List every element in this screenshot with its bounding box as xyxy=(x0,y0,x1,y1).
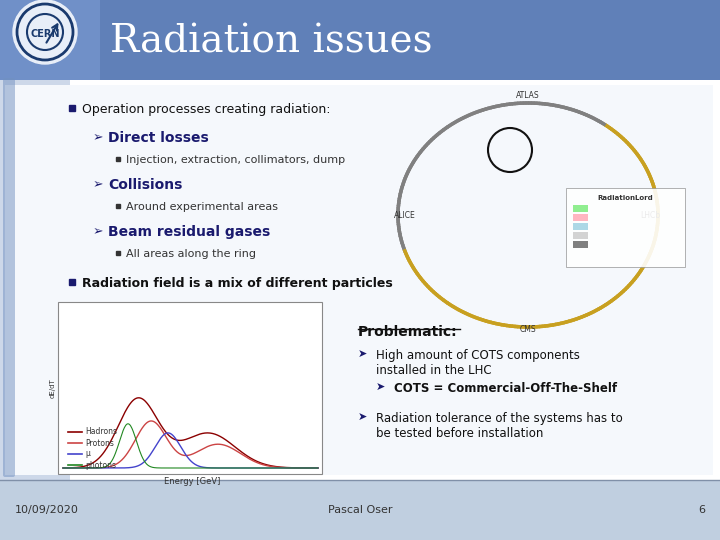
FancyBboxPatch shape xyxy=(0,480,720,540)
Text: Radiation field is a mix of different particles: Radiation field is a mix of different pa… xyxy=(82,278,392,291)
Text: ➢: ➢ xyxy=(93,226,104,239)
Text: Radiation issues: Radiation issues xyxy=(110,24,433,60)
Text: ➤: ➤ xyxy=(358,349,367,359)
Text: Around experimental areas: Around experimental areas xyxy=(126,202,278,212)
Text: RadiationLord: RadiationLord xyxy=(597,195,653,201)
Text: High amount of COTS components: High amount of COTS components xyxy=(376,349,580,362)
FancyBboxPatch shape xyxy=(0,75,70,485)
Text: Radiation tolerance of the systems has to: Radiation tolerance of the systems has t… xyxy=(376,412,623,425)
Text: Beam residual gases: Beam residual gases xyxy=(108,225,270,239)
FancyBboxPatch shape xyxy=(0,0,100,80)
FancyBboxPatch shape xyxy=(573,241,588,248)
Text: CMS: CMS xyxy=(520,326,536,334)
Text: All areas along the ring: All areas along the ring xyxy=(126,249,256,259)
Text: ➤: ➤ xyxy=(376,382,385,392)
Text: Hadrons: Hadrons xyxy=(85,428,117,436)
Text: 6: 6 xyxy=(698,505,705,515)
Text: Direct losses: Direct losses xyxy=(108,131,209,145)
Text: dE/dT: dE/dT xyxy=(50,378,56,398)
Text: ➢: ➢ xyxy=(93,132,104,145)
FancyBboxPatch shape xyxy=(573,232,588,239)
Text: ➢: ➢ xyxy=(93,179,104,192)
Text: Protons: Protons xyxy=(85,438,114,448)
FancyBboxPatch shape xyxy=(573,223,588,230)
Text: COTS = Commercial-Off-The-Shelf: COTS = Commercial-Off-The-Shelf xyxy=(394,382,617,395)
Circle shape xyxy=(13,0,77,64)
FancyBboxPatch shape xyxy=(573,205,588,212)
Text: Problematic:: Problematic: xyxy=(358,325,458,339)
Text: Energy [GeV]: Energy [GeV] xyxy=(164,477,220,486)
Text: LHCb: LHCb xyxy=(640,211,660,219)
FancyBboxPatch shape xyxy=(566,188,685,267)
FancyBboxPatch shape xyxy=(58,302,322,474)
Text: CERN: CERN xyxy=(30,29,60,39)
FancyBboxPatch shape xyxy=(5,85,713,475)
Text: Operation processes creating radiation:: Operation processes creating radiation: xyxy=(82,104,330,117)
Text: photons: photons xyxy=(85,461,116,469)
Text: Collisions: Collisions xyxy=(108,178,182,192)
Text: be tested before installation: be tested before installation xyxy=(376,427,544,440)
Text: μ: μ xyxy=(85,449,90,458)
Text: Injection, extraction, collimators, dump: Injection, extraction, collimators, dump xyxy=(126,155,345,165)
FancyBboxPatch shape xyxy=(3,78,15,477)
Text: ATLAS: ATLAS xyxy=(516,91,540,99)
Text: 10/09/2020: 10/09/2020 xyxy=(15,505,79,515)
Text: Pascal Oser: Pascal Oser xyxy=(328,505,392,515)
Text: ALICE: ALICE xyxy=(394,211,416,219)
FancyBboxPatch shape xyxy=(0,0,720,80)
Text: ➤: ➤ xyxy=(358,412,367,422)
Text: installed in the LHC: installed in the LHC xyxy=(376,364,492,377)
FancyBboxPatch shape xyxy=(573,214,588,221)
